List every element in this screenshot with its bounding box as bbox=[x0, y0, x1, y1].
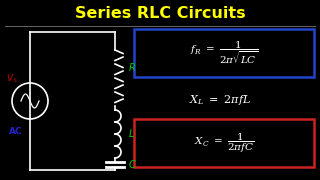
FancyBboxPatch shape bbox=[134, 119, 314, 167]
Text: L: L bbox=[129, 129, 134, 139]
Text: C: C bbox=[129, 159, 136, 170]
Text: R: R bbox=[129, 63, 136, 73]
Text: $X_C \ = \ \dfrac{1}{2\pi f C}$: $X_C \ = \ \dfrac{1}{2\pi f C}$ bbox=[194, 131, 254, 155]
Text: Series RLC Circuits: Series RLC Circuits bbox=[75, 6, 245, 21]
Text: $X_L \ = \ 2\pi f L$: $X_L \ = \ 2\pi f L$ bbox=[189, 93, 251, 107]
Text: AC: AC bbox=[9, 127, 23, 136]
Text: $f_R \ = \ \dfrac{1}{2\pi\sqrt{LC}}$: $f_R \ = \ \dfrac{1}{2\pi\sqrt{LC}}$ bbox=[190, 40, 258, 66]
Circle shape bbox=[12, 83, 48, 119]
FancyBboxPatch shape bbox=[134, 29, 314, 77]
Text: $V_S$: $V_S$ bbox=[6, 73, 18, 85]
